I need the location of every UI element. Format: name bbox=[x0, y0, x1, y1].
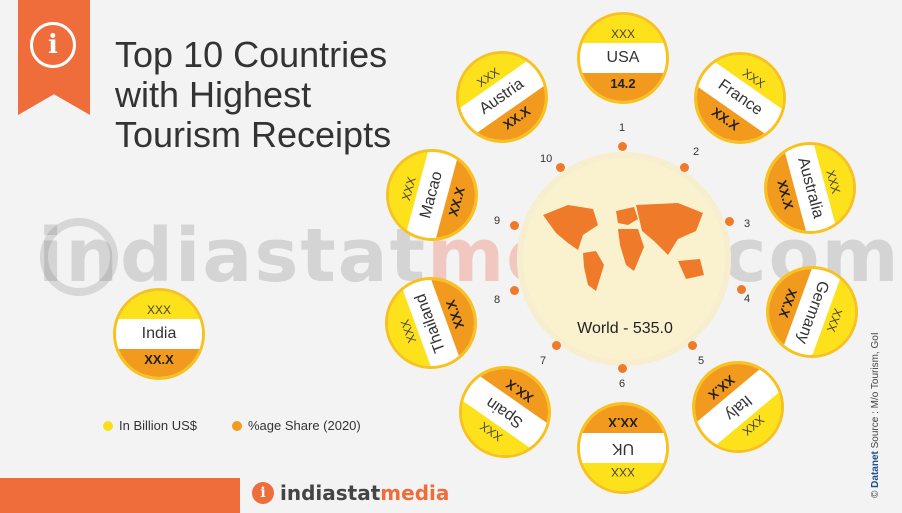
country-bottom: XX.X bbox=[580, 405, 666, 434]
rank-dot bbox=[618, 142, 627, 151]
legend-billion: In Billion US$ bbox=[103, 418, 197, 433]
india-bottom: XX.X bbox=[116, 348, 202, 377]
badge-inner: XXX USA 14.2 bbox=[580, 15, 666, 101]
footer-bar bbox=[0, 478, 240, 513]
brand-b: media bbox=[380, 481, 450, 505]
rank-number: 3 bbox=[744, 218, 751, 230]
rank-dot bbox=[618, 364, 627, 373]
rank-number: 5 bbox=[698, 355, 705, 367]
legend-share: %age Share (2020) bbox=[232, 418, 361, 433]
world-total: World - 535.0 bbox=[577, 320, 673, 337]
source-brand: Datanet bbox=[870, 451, 881, 488]
country-name: UK bbox=[580, 433, 666, 464]
badge-inner: XXX Thailand XX.X bbox=[388, 280, 474, 366]
logo-icon: i bbox=[252, 482, 274, 504]
source-note: © Datanet Source : M/o Tourism, GoI bbox=[870, 332, 881, 498]
badge-inner: XXX Germany XX.X bbox=[769, 269, 855, 355]
india-name: India bbox=[116, 318, 202, 349]
badge-inner: XXX France XX.X bbox=[697, 55, 783, 141]
country-badge: XXX Germany XX.X bbox=[766, 266, 858, 358]
watermark-icon bbox=[40, 218, 118, 296]
badge-inner: XXX UK XX.X bbox=[580, 405, 666, 491]
country-top: XXX bbox=[580, 463, 666, 491]
rank-number: 2 bbox=[693, 146, 700, 158]
country-badge: XXX Macao XX.X bbox=[386, 149, 478, 241]
legend-swatch bbox=[232, 420, 242, 431]
rank-dot bbox=[552, 341, 561, 350]
rank-dot bbox=[680, 163, 689, 172]
country-badge: XXX Thailand XX.X bbox=[385, 277, 477, 369]
rank-dot bbox=[510, 286, 519, 295]
badge-inner: XXX Italy XX.X bbox=[695, 364, 781, 450]
country-bottom: 14.2 bbox=[580, 72, 666, 101]
info-icon: i bbox=[30, 22, 76, 68]
country-badge: XXX Australia XX.X bbox=[764, 142, 856, 234]
legend-swatch bbox=[103, 420, 113, 431]
badge-inner: XXX Australia XX.X bbox=[767, 145, 853, 231]
rank-number: 9 bbox=[494, 215, 501, 227]
source-text: Source : M/o Tourism, GoI bbox=[870, 332, 881, 449]
page-title: Top 10 Countries with Highest Tourism Re… bbox=[115, 34, 392, 155]
country-badge: XXX USA 14.2 bbox=[577, 12, 669, 104]
rank-dot bbox=[725, 217, 734, 226]
india-badge: XXX India XX.X bbox=[113, 288, 205, 380]
badge-inner: XXX Spain XX.X bbox=[462, 369, 548, 455]
rank-number: 10 bbox=[540, 153, 553, 165]
rank-number: 6 bbox=[619, 378, 626, 390]
country-badge: XXX France XX.X bbox=[694, 52, 786, 144]
rank-dot bbox=[737, 285, 746, 294]
country-top: XXX bbox=[580, 15, 666, 43]
rank-dot bbox=[688, 341, 697, 350]
country-badge: XXX Italy XX.X bbox=[692, 361, 784, 453]
legend-label: In Billion US$ bbox=[119, 418, 198, 433]
country-badge: XXX Spain XX.X bbox=[459, 366, 551, 458]
country-name: USA bbox=[580, 42, 666, 73]
rank-number: 1 bbox=[619, 122, 626, 134]
footer-logo: i indiastat media bbox=[252, 478, 449, 508]
rank-number: 4 bbox=[744, 293, 751, 305]
india-top: XXX bbox=[116, 291, 202, 319]
rank-number: 7 bbox=[540, 355, 547, 367]
copyright: © bbox=[870, 490, 881, 498]
country-badge: XXX UK XX.X bbox=[577, 402, 669, 494]
rank-dot bbox=[556, 163, 565, 172]
rank-number: 8 bbox=[494, 294, 501, 306]
legend-label: %age Share (2020) bbox=[248, 418, 361, 433]
country-badge: XXX Austria XX.X bbox=[456, 51, 548, 143]
rank-dot bbox=[510, 221, 519, 230]
brand-a: indiastat bbox=[280, 481, 381, 505]
world-circle bbox=[517, 152, 731, 366]
badge-inner: XXX Austria XX.X bbox=[459, 54, 545, 140]
badge-inner: XXX Macao XX.X bbox=[389, 152, 475, 238]
world-map-icon bbox=[543, 203, 704, 291]
